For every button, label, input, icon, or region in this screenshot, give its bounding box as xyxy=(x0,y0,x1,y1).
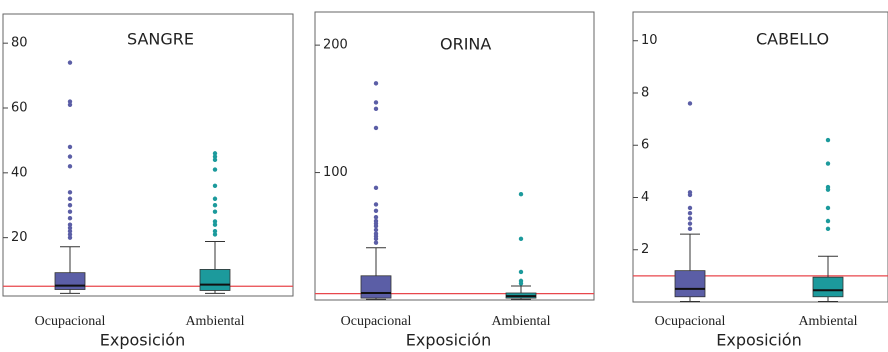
outlier xyxy=(212,167,218,172)
outlier xyxy=(373,125,379,131)
y-tick-label: 20 xyxy=(11,230,28,245)
outlier xyxy=(373,208,379,213)
outlier xyxy=(67,222,73,227)
y-tick-label: 6 xyxy=(641,138,649,153)
outlier xyxy=(373,100,379,105)
x-axis-label: Exposición xyxy=(406,331,491,350)
outlier xyxy=(212,222,218,227)
outlier xyxy=(67,196,73,201)
outlier xyxy=(373,240,379,245)
outlier xyxy=(518,278,524,284)
x-tick-label: Ambiental xyxy=(185,314,244,329)
outlier xyxy=(67,232,73,237)
plot-frame xyxy=(2,13,294,297)
outlier xyxy=(373,106,379,112)
outlier xyxy=(212,203,218,208)
y-tick-label: 10 xyxy=(641,33,658,48)
outlier xyxy=(67,190,73,195)
outlier xyxy=(212,209,218,214)
y-tick-label: 80 xyxy=(11,36,28,51)
outlier xyxy=(518,269,524,275)
outlier xyxy=(373,202,379,207)
x-tick-label: Ocupacional xyxy=(655,314,726,329)
x-axis-label: Exposición xyxy=(100,331,185,350)
outlier xyxy=(67,102,73,107)
outlier xyxy=(687,226,693,232)
outlier xyxy=(687,221,693,226)
outlier xyxy=(212,157,218,163)
outlier xyxy=(825,218,831,224)
outlier xyxy=(212,228,218,234)
y-tick-label: 40 xyxy=(11,165,28,180)
y-tick-label: 4 xyxy=(641,190,649,205)
plot-frame xyxy=(314,11,595,301)
outlier xyxy=(67,216,73,221)
outlier xyxy=(687,216,693,221)
outlier xyxy=(373,218,379,224)
box xyxy=(674,270,706,298)
x-axis-label: Exposición xyxy=(716,331,801,350)
y-tick-label: 60 xyxy=(11,101,28,116)
x-tick-label: Ambiental xyxy=(491,314,550,329)
outlier xyxy=(67,225,73,231)
outlier xyxy=(67,228,73,234)
y-tick-label: 8 xyxy=(641,85,649,100)
outlier xyxy=(67,99,73,104)
outlier xyxy=(373,185,379,191)
outlier xyxy=(373,214,379,220)
y-tick-label: 200 xyxy=(323,38,348,53)
outlier xyxy=(212,183,218,188)
outlier xyxy=(825,226,831,232)
box xyxy=(54,272,86,290)
outlier xyxy=(212,219,218,224)
outlier xyxy=(212,232,218,237)
y-tick-label: 2 xyxy=(641,242,649,257)
outlier xyxy=(687,210,693,216)
outlier xyxy=(67,209,73,214)
chart-title: SANGRE xyxy=(127,30,194,49)
outlier xyxy=(518,192,524,197)
x-tick-label: Ocupacional xyxy=(341,314,412,329)
outlier xyxy=(212,154,218,159)
outlier xyxy=(825,184,831,190)
outlier xyxy=(67,235,73,240)
outlier xyxy=(825,205,831,211)
outlier xyxy=(67,164,73,169)
outlier xyxy=(518,236,524,242)
outlier xyxy=(67,203,73,208)
outlier xyxy=(825,137,831,143)
outlier xyxy=(67,144,73,150)
plot-frame xyxy=(632,11,888,303)
outlier xyxy=(373,231,379,236)
x-tick-label: Ambiental xyxy=(798,314,857,329)
chart-title: CABELLO xyxy=(756,30,829,49)
chart-title: ORINA xyxy=(440,35,491,54)
outlier xyxy=(212,151,218,156)
outlier xyxy=(212,196,218,201)
outlier xyxy=(67,154,73,159)
outlier xyxy=(687,101,693,106)
x-tick-label: Ocupacional xyxy=(35,314,106,329)
box xyxy=(199,269,231,291)
outlier xyxy=(373,81,379,86)
outlier xyxy=(687,190,693,195)
box xyxy=(360,275,392,299)
outlier xyxy=(825,161,831,166)
outlier xyxy=(67,60,73,65)
box xyxy=(812,276,844,298)
outlier xyxy=(373,227,379,233)
outlier xyxy=(687,205,693,211)
y-tick-label: 100 xyxy=(323,165,348,180)
